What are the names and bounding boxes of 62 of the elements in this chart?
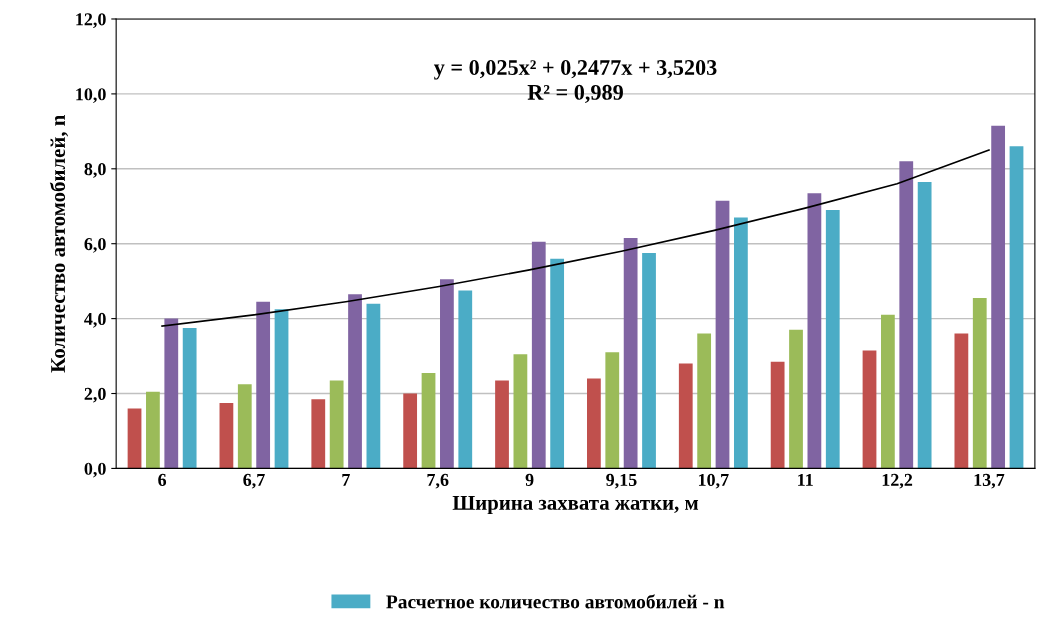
y-tick-label: 10,0 [76, 88, 106, 103]
bar [164, 318, 179, 469]
bar [605, 352, 620, 469]
bar [458, 290, 473, 469]
bar [127, 408, 142, 469]
x-tick-label: 7,6 [427, 473, 449, 489]
legend-label: Расчетное количество автомобилей - n [386, 594, 725, 609]
x-tick-label: 6,7 [243, 473, 265, 489]
bar [256, 301, 271, 469]
bar [789, 329, 803, 469]
y-tick-label: 4,0 [84, 312, 106, 328]
x-tick-label: 9 [525, 473, 534, 486]
bar [348, 294, 362, 469]
bar [531, 241, 546, 469]
bar [880, 314, 895, 469]
bar [917, 181, 932, 469]
bar [329, 380, 344, 469]
bar [734, 217, 748, 469]
x-tick-label: 9,15 [606, 473, 637, 489]
annotation: y = 0,025x² + 0,2477x + 3,5203 R² = 0,989 [433, 60, 717, 104]
bar [219, 402, 234, 469]
bar [421, 372, 436, 469]
bar [899, 161, 914, 469]
bar [274, 309, 289, 469]
y-tick-label: 8,0 [84, 163, 106, 178]
line-series [161, 149, 990, 327]
bar [807, 193, 822, 469]
bar [366, 303, 381, 469]
bar [1009, 146, 1024, 469]
x-tick-label: 11 [798, 473, 813, 486]
bar [825, 210, 840, 469]
bar [513, 354, 528, 469]
bar [495, 380, 509, 469]
bar [587, 378, 601, 469]
bar [715, 200, 730, 469]
x-tick-label: 10,7 [698, 473, 729, 489]
y-tick-label: 12,0 [76, 13, 106, 29]
bar [403, 393, 418, 469]
y-tick-label: 6,0 [84, 237, 106, 253]
bar [770, 361, 785, 469]
bar [954, 333, 969, 469]
bar [146, 391, 160, 469]
y-tick-label: 2,0 [84, 387, 106, 403]
x-tick-label: 13,7 [974, 473, 1005, 489]
y-tick-label: 0,0 [84, 462, 106, 478]
x-tick-label: 12,2 [882, 473, 913, 489]
x-axis-title: Ширина захвата жатки, м [452, 496, 699, 515]
bar [642, 253, 656, 469]
bar [678, 363, 693, 469]
bar [440, 279, 454, 469]
y-axis-title: Количество автомобилей, n [49, 114, 69, 373]
bar [862, 350, 877, 469]
bar [697, 333, 712, 469]
bar [991, 125, 1006, 469]
bar [311, 399, 326, 469]
bar [237, 384, 252, 469]
bar [623, 238, 638, 469]
bar [182, 327, 197, 469]
bar [550, 258, 565, 469]
bar [972, 298, 987, 469]
x-tick-label: 6 [158, 473, 167, 486]
x-tick-label: 7 [342, 473, 350, 486]
